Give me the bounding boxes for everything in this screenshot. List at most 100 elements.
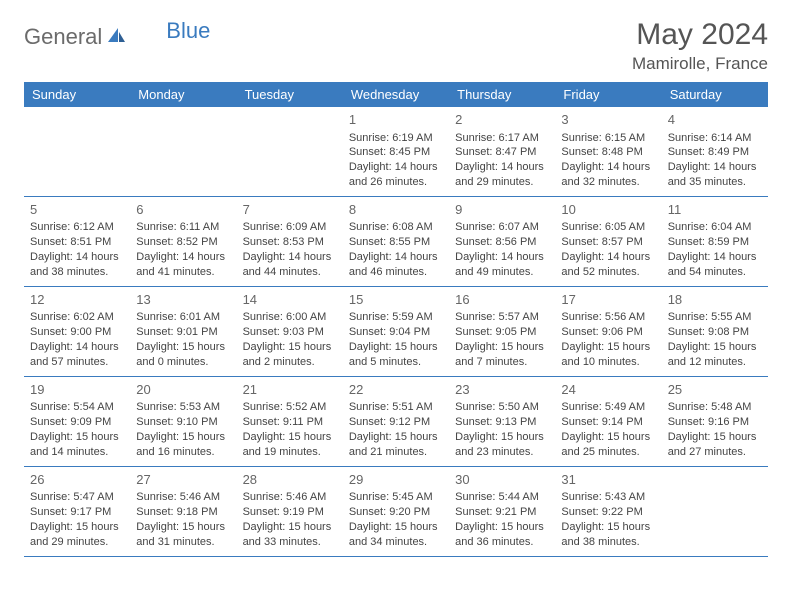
sunrise-text: Sunrise: 6:00 AM	[243, 310, 337, 325]
sunset-text: Sunset: 9:04 PM	[349, 325, 443, 340]
sunrise-text: Sunrise: 5:48 AM	[668, 400, 762, 415]
sunrise-text: Sunrise: 6:05 AM	[561, 220, 655, 235]
sunset-text: Sunset: 9:17 PM	[30, 505, 124, 520]
sunrise-text: Sunrise: 5:43 AM	[561, 490, 655, 505]
calendar-header-row: Sunday Monday Tuesday Wednesday Thursday…	[24, 82, 768, 107]
sunrise-text: Sunrise: 5:46 AM	[243, 490, 337, 505]
sunset-text: Sunset: 9:09 PM	[30, 415, 124, 430]
daylight-text: Daylight: 14 hours	[30, 340, 124, 355]
daylight-text: and 54 minutes.	[668, 265, 762, 280]
day-number: 8	[349, 201, 443, 219]
calendar-day-cell: 18Sunrise: 5:55 AMSunset: 9:08 PMDayligh…	[662, 286, 768, 376]
sunset-text: Sunset: 8:45 PM	[349, 145, 443, 160]
weekday-header: Wednesday	[343, 82, 449, 107]
day-number: 14	[243, 291, 337, 309]
calendar-day-cell	[24, 107, 130, 196]
daylight-text: Daylight: 14 hours	[561, 250, 655, 265]
day-number: 21	[243, 381, 337, 399]
sunrise-text: Sunrise: 6:11 AM	[136, 220, 230, 235]
day-number: 11	[668, 201, 762, 219]
daylight-text: and 2 minutes.	[243, 355, 337, 370]
daylight-text: Daylight: 15 hours	[243, 340, 337, 355]
weekday-header: Tuesday	[237, 82, 343, 107]
calendar-day-cell: 14Sunrise: 6:00 AMSunset: 9:03 PMDayligh…	[237, 286, 343, 376]
daylight-text: and 34 minutes.	[349, 535, 443, 550]
daylight-text: and 27 minutes.	[668, 445, 762, 460]
sunrise-text: Sunrise: 5:55 AM	[668, 310, 762, 325]
sunset-text: Sunset: 9:14 PM	[561, 415, 655, 430]
daylight-text: Daylight: 15 hours	[136, 520, 230, 535]
sunrise-text: Sunrise: 5:56 AM	[561, 310, 655, 325]
daylight-text: Daylight: 15 hours	[136, 340, 230, 355]
calendar-day-cell: 30Sunrise: 5:44 AMSunset: 9:21 PMDayligh…	[449, 466, 555, 556]
calendar-day-cell: 17Sunrise: 5:56 AMSunset: 9:06 PMDayligh…	[555, 286, 661, 376]
daylight-text: and 23 minutes.	[455, 445, 549, 460]
calendar-day-cell: 11Sunrise: 6:04 AMSunset: 8:59 PMDayligh…	[662, 196, 768, 286]
daylight-text: Daylight: 14 hours	[136, 250, 230, 265]
title-block: May 2024 Mamirolle, France	[632, 18, 768, 74]
day-number: 3	[561, 111, 655, 129]
sunset-text: Sunset: 9:00 PM	[30, 325, 124, 340]
daylight-text: Daylight: 14 hours	[349, 160, 443, 175]
sunset-text: Sunset: 8:57 PM	[561, 235, 655, 250]
location-label: Mamirolle, France	[632, 54, 768, 74]
calendar-day-cell: 1Sunrise: 6:19 AMSunset: 8:45 PMDaylight…	[343, 107, 449, 196]
sunset-text: Sunset: 8:51 PM	[30, 235, 124, 250]
daylight-text: Daylight: 15 hours	[455, 430, 549, 445]
daylight-text: Daylight: 15 hours	[349, 340, 443, 355]
sunrise-text: Sunrise: 5:44 AM	[455, 490, 549, 505]
weekday-header: Monday	[130, 82, 236, 107]
daylight-text: Daylight: 15 hours	[349, 430, 443, 445]
logo-sail-icon	[106, 26, 126, 49]
sunrise-text: Sunrise: 5:53 AM	[136, 400, 230, 415]
day-number: 12	[30, 291, 124, 309]
calendar-day-cell: 19Sunrise: 5:54 AMSunset: 9:09 PMDayligh…	[24, 376, 130, 466]
daylight-text: and 38 minutes.	[30, 265, 124, 280]
calendar-week-row: 19Sunrise: 5:54 AMSunset: 9:09 PMDayligh…	[24, 376, 768, 466]
sunset-text: Sunset: 9:19 PM	[243, 505, 337, 520]
day-number: 31	[561, 471, 655, 489]
daylight-text: Daylight: 14 hours	[349, 250, 443, 265]
sunset-text: Sunset: 8:49 PM	[668, 145, 762, 160]
daylight-text: and 46 minutes.	[349, 265, 443, 280]
calendar-body: 1Sunrise: 6:19 AMSunset: 8:45 PMDaylight…	[24, 107, 768, 556]
daylight-text: and 49 minutes.	[455, 265, 549, 280]
daylight-text: Daylight: 15 hours	[455, 340, 549, 355]
day-number: 15	[349, 291, 443, 309]
day-number: 30	[455, 471, 549, 489]
daylight-text: Daylight: 14 hours	[668, 250, 762, 265]
calendar-day-cell: 13Sunrise: 6:01 AMSunset: 9:01 PMDayligh…	[130, 286, 236, 376]
day-number: 25	[668, 381, 762, 399]
calendar-day-cell: 2Sunrise: 6:17 AMSunset: 8:47 PMDaylight…	[449, 107, 555, 196]
sunset-text: Sunset: 8:59 PM	[668, 235, 762, 250]
sunset-text: Sunset: 9:10 PM	[136, 415, 230, 430]
calendar-week-row: 1Sunrise: 6:19 AMSunset: 8:45 PMDaylight…	[24, 107, 768, 196]
daylight-text: Daylight: 15 hours	[561, 520, 655, 535]
sunrise-text: Sunrise: 5:52 AM	[243, 400, 337, 415]
daylight-text: Daylight: 14 hours	[243, 250, 337, 265]
day-number: 13	[136, 291, 230, 309]
daylight-text: and 25 minutes.	[561, 445, 655, 460]
sunrise-text: Sunrise: 5:57 AM	[455, 310, 549, 325]
calendar-day-cell: 22Sunrise: 5:51 AMSunset: 9:12 PMDayligh…	[343, 376, 449, 466]
day-number: 26	[30, 471, 124, 489]
sunrise-text: Sunrise: 6:08 AM	[349, 220, 443, 235]
daylight-text: Daylight: 14 hours	[455, 160, 549, 175]
day-number: 23	[455, 381, 549, 399]
logo-text-general: General	[24, 24, 102, 50]
sunrise-text: Sunrise: 6:19 AM	[349, 131, 443, 146]
calendar-day-cell: 8Sunrise: 6:08 AMSunset: 8:55 PMDaylight…	[343, 196, 449, 286]
sunset-text: Sunset: 9:11 PM	[243, 415, 337, 430]
daylight-text: and 41 minutes.	[136, 265, 230, 280]
sunset-text: Sunset: 9:22 PM	[561, 505, 655, 520]
daylight-text: and 36 minutes.	[455, 535, 549, 550]
day-number: 20	[136, 381, 230, 399]
sunrise-text: Sunrise: 5:54 AM	[30, 400, 124, 415]
sunrise-text: Sunrise: 6:12 AM	[30, 220, 124, 235]
calendar-day-cell: 31Sunrise: 5:43 AMSunset: 9:22 PMDayligh…	[555, 466, 661, 556]
sunrise-text: Sunrise: 6:02 AM	[30, 310, 124, 325]
sunset-text: Sunset: 9:20 PM	[349, 505, 443, 520]
daylight-text: Daylight: 14 hours	[30, 250, 124, 265]
daylight-text: and 21 minutes.	[349, 445, 443, 460]
weekday-header: Saturday	[662, 82, 768, 107]
